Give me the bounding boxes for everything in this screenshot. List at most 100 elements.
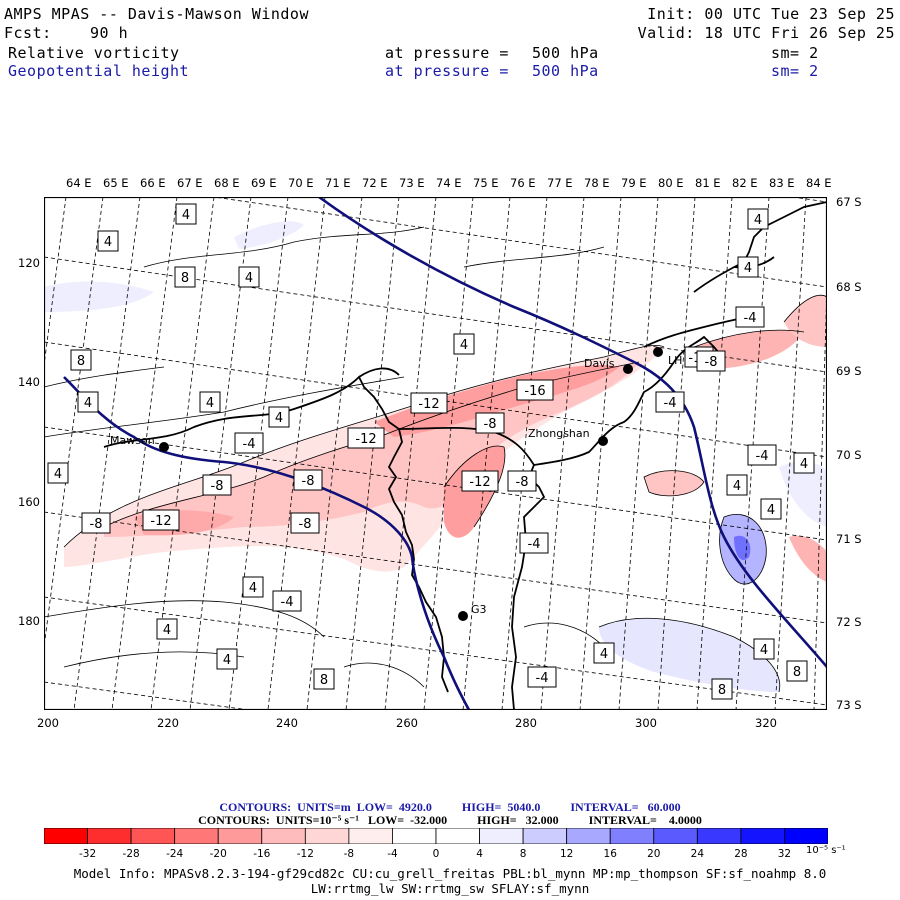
colorbar-tick-label: -16: [253, 848, 271, 860]
contour-label: 8: [174, 266, 196, 288]
svg-text:-4: -4: [744, 311, 757, 326]
contour-label: 4: [793, 452, 815, 474]
lon-label: 74 E: [436, 176, 462, 190]
contour-label: 4: [175, 203, 197, 225]
contour-label: 4: [199, 391, 221, 413]
colorbar-tick-label: 12: [559, 848, 574, 860]
davis-marker: [623, 364, 633, 374]
contour-label: 4: [747, 208, 769, 230]
positive-vorticity-far-east: [779, 461, 827, 527]
y-tick-label: 120: [18, 256, 40, 270]
lon-label: 69 E: [251, 176, 277, 190]
colorbar-tick-label: -12: [296, 848, 314, 860]
contour-label: 8: [711, 678, 733, 700]
colorbar-swatch: [696, 828, 742, 844]
field2-pressure: 500 hPa: [532, 62, 599, 80]
contour-labels: 4 4 8 4 8 4 4 4 4 4 -4 -8 -12 -16 -12 -8…: [47, 203, 815, 700]
vorticity-min-east: [374, 364, 619, 437]
svg-text:-12: -12: [355, 432, 376, 447]
contour-label: 4: [760, 498, 782, 520]
svg-text:4: 4: [206, 396, 214, 411]
contour-label: -4: [234, 432, 264, 454]
colorbar-swatch: [348, 828, 393, 844]
svg-text:-4: -4: [536, 671, 549, 686]
lon-label: 79 E: [621, 176, 647, 190]
field1-name: Relative vorticity: [8, 44, 180, 62]
vorticity-map: Mawson Davis LH Zhongshan G3 4 4 8 4 8 4…: [44, 197, 827, 710]
contour-label: -8: [81, 512, 111, 534]
contour-label: -8: [475, 412, 505, 434]
station-label: Zhongshan: [528, 427, 590, 440]
valid-time: Valid: 18 UTC Fri 26 Sep 25: [637, 24, 895, 42]
contour-label: 8: [786, 660, 808, 682]
lon-label: 65 E: [103, 176, 129, 190]
contour-label: 4: [737, 256, 759, 278]
contour-label: -16: [516, 379, 554, 401]
contour-label: 4: [268, 406, 290, 428]
colorbar-tick-label: 0: [432, 848, 440, 860]
x-tick-label: 220: [157, 716, 179, 730]
svg-text:-4: -4: [281, 595, 294, 610]
colorbar-tick-label: -28: [122, 848, 140, 860]
lat-label: 68 S: [836, 280, 862, 294]
contour-label: 4: [47, 462, 69, 484]
colorbar-swatch: [435, 828, 480, 844]
svg-text:4: 4: [800, 457, 808, 472]
svg-text:8: 8: [181, 271, 189, 286]
colorbar-tick-label: -8: [343, 848, 355, 860]
field1-smoothing: sm= 2: [771, 44, 819, 62]
contour-label: -4: [519, 532, 549, 554]
colorbar-swatch: [784, 828, 828, 844]
contour-label: -4: [527, 666, 557, 688]
y-tick-label: 180: [18, 614, 40, 628]
svg-text:4: 4: [754, 213, 762, 228]
lh-marker: [653, 347, 663, 357]
positive-vorticity-nw: [44, 281, 154, 312]
svg-text:4: 4: [767, 503, 775, 518]
colorbar-tick-label: 24: [690, 848, 705, 860]
contour-label: -8: [202, 474, 232, 496]
colorbar-tick-label: 32: [777, 848, 792, 860]
station-label: LH: [668, 354, 682, 367]
lon-label: 75 E: [473, 176, 499, 190]
svg-text:-8: -8: [705, 355, 718, 370]
colorbar-swatch: [566, 828, 611, 844]
field2-pressure-label: at pressure =: [385, 62, 509, 80]
vorticity-min-ne2: [784, 295, 827, 347]
svg-text:4: 4: [182, 208, 190, 223]
g3-marker: [458, 611, 468, 621]
y-tick-label: 140: [18, 375, 40, 389]
field1-pressure: 500 hPa: [532, 44, 599, 62]
svg-text:8: 8: [320, 673, 328, 688]
contour-label: 4: [453, 333, 475, 355]
vorticity-min-south: [444, 446, 505, 538]
svg-text:-4: -4: [664, 396, 677, 411]
colorbar-tick-label: -24: [166, 848, 184, 860]
svg-text:4: 4: [104, 235, 112, 250]
lon-label: 70 E: [288, 176, 314, 190]
vorticity-min-far-east: [789, 535, 827, 582]
colorbar-swatch: [479, 828, 524, 844]
positive-vorticity-north: [234, 221, 304, 249]
lon-label: 81 E: [695, 176, 721, 190]
contour-label: -4: [655, 391, 685, 413]
lon-label: 71 E: [325, 176, 351, 190]
colorbar-swatch: [130, 828, 176, 844]
contour-label: 4: [216, 648, 238, 670]
colorbar-tick-label: -20: [209, 848, 227, 860]
svg-text:4: 4: [733, 479, 741, 494]
lon-label: 84 E: [806, 176, 832, 190]
lat-lon-grid: [44, 197, 827, 710]
lon-label: 68 E: [214, 176, 240, 190]
svg-text:4: 4: [249, 581, 257, 596]
colorbar-swatch: [174, 828, 219, 844]
contour-label: 8: [313, 668, 335, 690]
lon-label: 77 E: [547, 176, 573, 190]
contour-label: 4: [238, 266, 260, 288]
svg-text:-12: -12: [150, 514, 171, 529]
lon-label: 73 E: [399, 176, 425, 190]
colorbar-swatch: [261, 828, 306, 844]
contour-label: 8: [70, 349, 92, 371]
svg-text:4: 4: [84, 396, 92, 411]
lat-label: 69 S: [836, 364, 862, 378]
